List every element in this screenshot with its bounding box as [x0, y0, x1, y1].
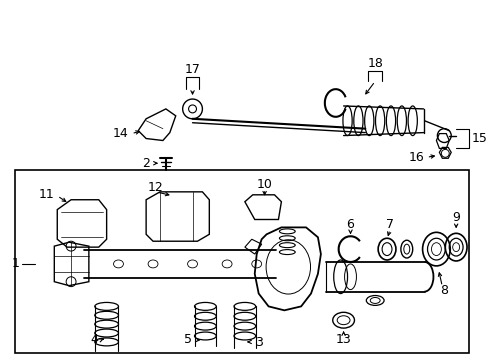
Text: 1: 1	[12, 257, 20, 270]
Text: 13: 13	[335, 333, 351, 346]
Text: 14: 14	[112, 127, 128, 140]
Text: 8: 8	[439, 284, 447, 297]
Text: 4: 4	[91, 333, 99, 346]
Text: 18: 18	[366, 57, 383, 70]
Text: 3: 3	[254, 336, 262, 350]
Text: 6: 6	[346, 218, 354, 231]
Bar	[15, 170, 468, 353]
Text: 5: 5	[183, 333, 191, 346]
Text: 10: 10	[256, 179, 272, 192]
Text: 11: 11	[39, 188, 54, 201]
Text: 7: 7	[385, 218, 393, 231]
Text: 9: 9	[451, 211, 459, 224]
Text: 12: 12	[148, 181, 163, 194]
Text: 16: 16	[408, 151, 424, 164]
Text: 2: 2	[142, 157, 150, 170]
Text: 17: 17	[184, 63, 200, 76]
Text: 15: 15	[471, 132, 487, 145]
